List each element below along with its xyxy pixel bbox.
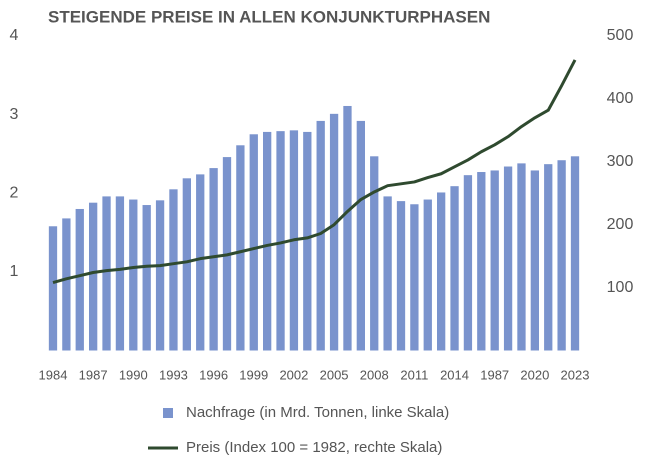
chart-title: STEIGENDE PREISE IN ALLEN KONJUNKTURPHAS… — [48, 7, 490, 26]
bar — [396, 201, 406, 351]
bar — [329, 113, 339, 351]
bar — [142, 205, 151, 351]
bar — [450, 186, 459, 351]
bar — [249, 134, 258, 351]
bar — [209, 168, 218, 351]
x-tick-label: 2011 — [400, 367, 428, 382]
x-tick-label: 1984 — [39, 367, 68, 382]
bar — [129, 199, 138, 351]
line — [52, 59, 577, 285]
y2-tick-label: 100 — [607, 279, 634, 296]
bar — [517, 163, 526, 351]
x-tick-label: 2014 — [440, 367, 469, 382]
bar — [88, 202, 98, 351]
bar — [557, 160, 566, 351]
legend-label: Nachfrage (in Mrd. Tonnen, linke Skala) — [186, 404, 449, 421]
bar — [477, 172, 486, 351]
bar — [356, 120, 365, 351]
x-tick-label: 1987 — [79, 367, 108, 382]
y2-tick-label: 400 — [607, 90, 634, 107]
x-tick-label: 1996 — [199, 367, 228, 382]
y-tick-label: 3 — [10, 106, 19, 123]
bar — [169, 189, 178, 351]
x-tick-label: 2023 — [561, 367, 590, 382]
bar — [236, 145, 245, 351]
bar — [410, 204, 419, 351]
y-tick-label: 1 — [10, 263, 19, 280]
bar — [263, 131, 272, 351]
bar — [303, 131, 312, 351]
bar — [423, 199, 432, 351]
bar — [196, 174, 205, 351]
bar — [276, 131, 285, 351]
bar — [370, 156, 379, 351]
x-tick-label: 1993 — [159, 367, 188, 382]
x-tick-label: 1999 — [239, 367, 268, 382]
legend-label: Preis (Index 100 = 1982, rechte Skala) — [186, 439, 442, 456]
bar — [75, 208, 84, 351]
x-tick-label: 2002 — [279, 367, 308, 382]
bar — [343, 105, 352, 351]
bar — [62, 218, 71, 351]
x-tick-label: 2008 — [360, 367, 389, 382]
y-tick-label: 2 — [10, 184, 19, 201]
y-tick-label: 4 — [10, 27, 19, 44]
bar — [102, 196, 111, 351]
bar — [463, 175, 473, 351]
bar — [490, 170, 499, 351]
bar — [182, 178, 191, 351]
bar — [570, 156, 580, 351]
bar — [544, 164, 553, 351]
legend-swatch — [163, 408, 173, 418]
x-tick-label: 2005 — [320, 367, 349, 382]
y2-tick-label: 500 — [607, 27, 634, 44]
bar — [503, 166, 513, 351]
bar — [115, 196, 125, 351]
x-tick-label: 2020 — [520, 367, 549, 382]
x-tick-label: 1990 — [119, 367, 148, 382]
bar — [383, 196, 392, 351]
bar — [155, 200, 165, 351]
bar — [437, 192, 446, 351]
y2-tick-label: 300 — [607, 153, 634, 170]
bar — [48, 226, 58, 351]
bar — [530, 170, 540, 351]
x-tick-label: 1987 — [480, 367, 509, 382]
bar — [316, 120, 325, 351]
y2-tick-label: 200 — [607, 216, 634, 233]
